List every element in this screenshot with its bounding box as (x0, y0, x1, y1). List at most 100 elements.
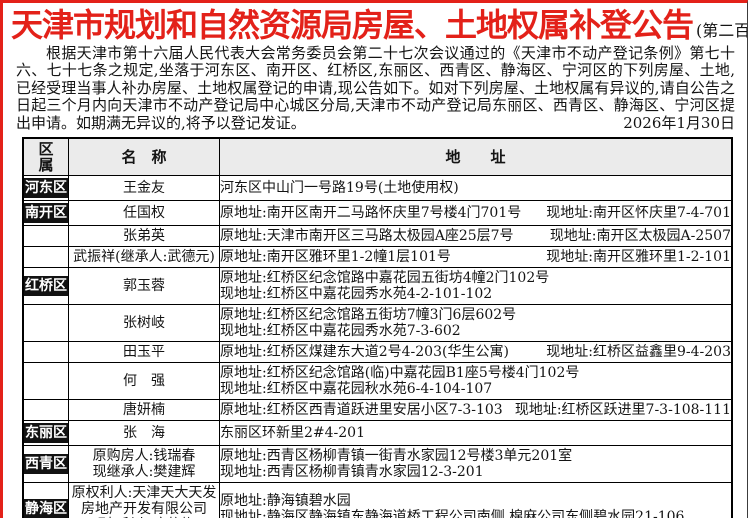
owner-name-cell: 武振祥(继承人:武德元) (68, 246, 220, 269)
address-segment: 河东区中山门一号路19号(土地使用权) (220, 180, 459, 197)
owner-name-cell: 原权利人:天津天大天发房地产开发有限公司现权利人:康艳梅 (68, 482, 220, 518)
owner-name-line: 原权利人:天津天大天发 (71, 485, 217, 502)
address-segment: 原地址:红桥区煤建东大道2号4-203(华生公寓) (220, 344, 509, 361)
table-row: 张树岐 原地址:红桥区纪念馆路五街坊7幢3门6层602号 现地址:红桥区中嘉花园秀水… (22, 304, 733, 343)
table-row: 南开区 任国权 原地址:南开区南开二马路怀庆里7号楼4门701号 现地址:南开区怀庆里… (22, 200, 733, 227)
owner-name-line: 王金友 (123, 180, 165, 197)
address-line: 原地址:南开区雅环里1-2幢1层101号 现地址:南开区雅环里1-2-101 (220, 249, 731, 265)
notice-body-text: 根据天津市第十六届人民代表大会常务委员会第二十七次会议通过的《天津市不动产登记条… (16, 44, 735, 132)
address-segment: 现地址:红桥区跃进里7-3-108-111 (514, 402, 731, 419)
address-line: 现地址:红桥区中嘉花园秋水苑6-4-104-107 (220, 381, 731, 397)
address-line: 原地址:西青区杨柳青镇一街青水家园12号楼3单元201室 (220, 448, 731, 464)
district-label: 河东区 (24, 178, 68, 199)
table-row: 东丽区 张 海 东丽区环新里2#4-201 (22, 420, 733, 447)
district-cell: 西青区 (22, 445, 69, 484)
table-row: 张弟英 原地址:天津市南开区三马路太极园A座25层7号 现地址:南开区太极园A-25… (22, 225, 733, 248)
address-line: 现地址:红桥区中嘉花园秀水苑4-2-101-102 (220, 286, 731, 302)
address-segment: 原地址:南开区雅环里1-2幢1层101号 (220, 249, 451, 266)
owner-name-cell: 任国权 (68, 200, 220, 227)
district-cell (22, 304, 69, 343)
address-segment: 现地址:静海区静海镇东静海道桥工程公司南侧,棉麻公司东侧碧水园21-106 (220, 509, 685, 518)
registry-table-head: 区 属 名 称 地 址 (22, 137, 733, 177)
owner-name-cell: 郭玉蓉 (68, 267, 220, 306)
address-line: 原地址:静海镇碧水园 (220, 493, 731, 509)
owner-name-cell: 唐妍楠 (68, 399, 220, 422)
address-segment: 原地址:红桥区纪念馆路(临)中嘉花园B1座5号楼4门102号 (220, 365, 580, 382)
table-row: 红桥区 郭玉蓉 原地址:红桥区纪念馆路中嘉花园五街坊4幢2门102号 现地址:红桥区中… (22, 267, 733, 306)
address-segment: 现地址:西青区杨柳青镇青水家园12-3-201 (220, 464, 484, 481)
address-segment: 原地址:天津市南开区三马路太极园A座25层7号 (220, 228, 514, 245)
owner-name-cell: 张 海 (68, 420, 220, 447)
address-line: 现地址:西青区杨柳青镇青水家园12-3-201 (220, 464, 731, 480)
address-line: 原地址:天津市南开区三马路太极园A座25层7号 现地址:南开区太极园A-2507 (220, 228, 731, 244)
address-segment: 现地址:南开区雅环里1-2-101 (546, 249, 731, 266)
address-segment: 原地址:南开区南开二马路怀庆里7号楼4门701号 (220, 205, 522, 222)
owner-name-line: 原购房人:钱瑞春 (92, 448, 196, 465)
owner-name-line: 房地产开发有限公司 (81, 501, 207, 518)
owner-name-cell: 原购房人:钱瑞春 现继承人:樊建辉 (68, 445, 220, 484)
address-segment: 现地址:红桥区中嘉花园秋水苑6-4-104-107 (220, 381, 493, 398)
address-cell: 原地址:静海镇碧水园 现地址:静海区静海镇东静海道桥工程公司南侧,棉麻公司东侧碧水… (219, 482, 733, 518)
district-label: 静海区 (24, 499, 68, 518)
owner-name-line: 武振祥(继承人:武德元) (73, 249, 215, 266)
registry-table: 区 属 名 称 地 址 河东区 王金友 河东区中山门一号路19号(土地使用权) 南开区… (22, 137, 733, 518)
address-cell: 东丽区环新里2#4-201 (219, 420, 733, 447)
address-cell: 原地址:红桥区西青道跃进里安居小区7-3-103 现地址:红桥区跃进里7-3-10… (219, 399, 733, 422)
address-segment: 现地址:南开区太极园A-2507 (549, 228, 731, 245)
owner-name-line: 郭玉蓉 (123, 278, 165, 295)
owner-name-cell: 王金友 (68, 175, 220, 202)
address-line: 东丽区环新里2#4-201 (220, 425, 731, 441)
table-row: 田玉平 原地址:红桥区煤建东大道2号4-203(华生公寓) 现地址:红桥区益鑫里9-… (22, 341, 733, 364)
address-line: 原地址:红桥区西青道跃进里安居小区7-3-103 现地址:红桥区跃进里7-3-10… (220, 402, 731, 418)
registry-table-body: 河东区 王金友 河东区中山门一号路19号(土地使用权) 南开区 任国权 原地址:南开区南开… (22, 175, 733, 518)
district-cell: 红桥区 (22, 267, 69, 306)
table-row: 西青区 原购房人:钱瑞春 现继承人:樊建辉 原地址:西青区杨柳青镇一街青水家园12号楼… (22, 445, 733, 484)
notice-body: 根据天津市第十六届人民代表大会常务委员会第二十七次会议通过的《天津市不动产登记条… (16, 44, 735, 132)
district-label: 红桥区 (24, 276, 68, 297)
district-cell (22, 341, 69, 364)
owner-name-line: 唐妍楠 (123, 402, 165, 419)
address-line: 河东区中山门一号路19号(土地使用权) (220, 180, 731, 196)
owner-name-line: 张 海 (123, 425, 165, 442)
address-segment: 东丽区环新里2#4-201 (220, 425, 365, 442)
district-cell: 东丽区 (22, 420, 69, 447)
notice-date: 2026年1月30日 (623, 113, 735, 132)
owner-name-cell: 田玉平 (68, 341, 220, 364)
address-segment: 现地址:红桥区中嘉花园秀水苑4-2-101-102 (220, 286, 493, 303)
district-cell (22, 246, 69, 269)
address-line: 原地址:南开区南开二马路怀庆里7号楼4门701号 现地址:南开区怀庆里7-4-70… (220, 205, 731, 221)
address-segment: 原地址:红桥区纪念馆路五街坊7幢3门6层602号 (220, 307, 517, 324)
batch-number: (第二百八十一批) (696, 21, 748, 40)
address-segment: 现地址:红桥区益鑫里9-4-203 (546, 344, 731, 361)
owner-name-line: 任国权 (123, 205, 165, 222)
address-cell: 原地址:红桥区纪念馆路五街坊7幢3门6层602号 现地址:红桥区中嘉花园秀水苑7-… (219, 304, 733, 343)
address-cell: 河东区中山门一号路19号(土地使用权) (219, 175, 733, 202)
district-cell: 静海区 (22, 482, 69, 518)
owner-name-line: 田玉平 (123, 344, 165, 361)
address-line: 现地址:静海区静海镇东静海道桥工程公司南侧,棉麻公司东侧碧水园21-106 (220, 509, 731, 518)
table-row: 静海区原权利人:天津天大天发房地产开发有限公司现权利人:康艳梅原地址:静海镇碧水… (22, 482, 733, 518)
address-segment: 现地址:南开区怀庆里7-4-701 (546, 205, 731, 222)
district-label: 西青区 (24, 454, 68, 475)
district-cell: 南开区 (22, 200, 69, 227)
district-cell (22, 362, 69, 401)
column-header-district: 区 属 (22, 137, 69, 177)
address-cell: 原地址:南开区雅环里1-2幢1层101号 现地址:南开区雅环里1-2-101 (219, 246, 733, 269)
column-header-name: 名 称 (68, 137, 220, 177)
owner-name-cell: 何 强 (68, 362, 220, 401)
address-segment: 现地址:红桥区中嘉花园秀水苑7-3-602 (220, 323, 461, 340)
district-label: 南开区 (24, 203, 68, 224)
address-segment: 原地址:红桥区纪念馆路中嘉花园五街坊4幢2门102号 (220, 270, 550, 287)
address-line: 现地址:红桥区中嘉花园秀水苑7-3-602 (220, 323, 731, 339)
address-segment: 原地址:静海镇碧水园 (220, 493, 351, 510)
district-cell: 河东区 (22, 175, 69, 202)
owner-name-line: 现继承人:樊建辉 (92, 464, 196, 481)
address-cell: 原地址:天津市南开区三马路太极园A座25层7号 现地址:南开区太极园A-2507 (219, 225, 733, 248)
address-line: 原地址:红桥区煤建东大道2号4-203(华生公寓) 现地址:红桥区益鑫里9-4-2… (220, 344, 731, 360)
address-line: 原地址:红桥区纪念馆路(临)中嘉花园B1座5号楼4门102号 (220, 365, 731, 381)
address-line: 原地址:红桥区纪念馆路五街坊7幢3门6层602号 (220, 307, 731, 323)
district-label: 东丽区 (24, 423, 68, 444)
address-cell: 原地址:红桥区纪念馆路(临)中嘉花园B1座5号楼4门102号 现地址:红桥区中嘉花… (219, 362, 733, 401)
owner-name-line: 张弟英 (123, 228, 165, 245)
table-row: 武振祥(继承人:武德元) 原地址:南开区雅环里1-2幢1层101号 现地址:南开区雅… (22, 246, 733, 269)
